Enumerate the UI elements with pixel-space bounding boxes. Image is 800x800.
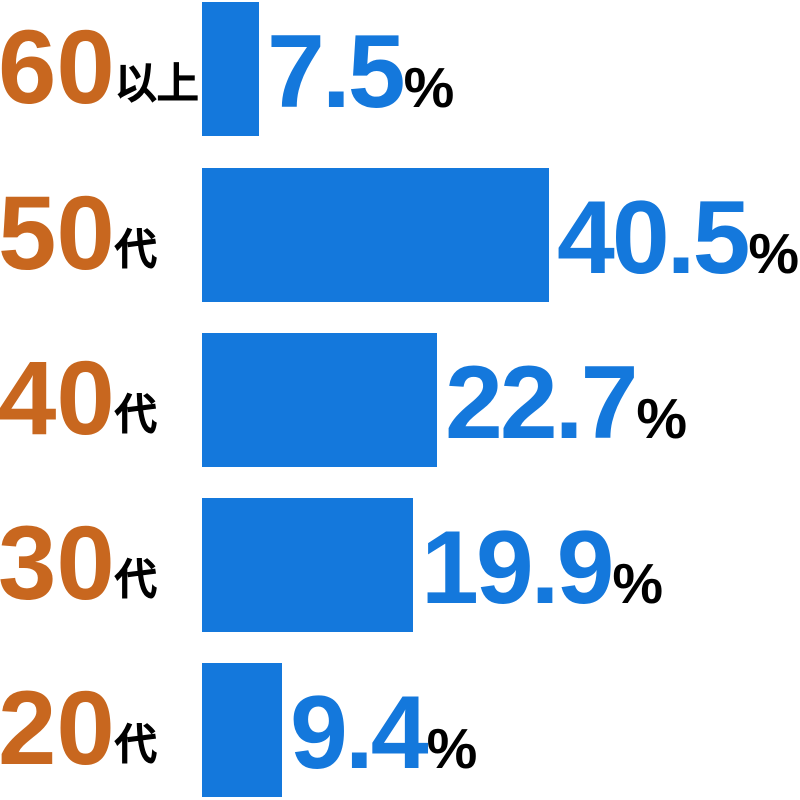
category-number: 30 — [0, 505, 115, 622]
category-suffix: 代 — [114, 721, 157, 768]
category-suffix: 以上 — [114, 60, 199, 107]
bar-40s — [202, 333, 437, 467]
category-suffix: 代 — [114, 391, 157, 438]
category-suffix: 代 — [114, 556, 157, 603]
chart-row-50s: 50代 40.5% — [0, 168, 800, 302]
category-label-30: 30代 — [0, 511, 157, 616]
percent-sign: % — [636, 387, 688, 451]
bar-30s — [202, 498, 413, 632]
value-label-60s: 7.5% — [267, 20, 454, 124]
value-number: 7.5 — [267, 14, 406, 130]
value-label-30s: 19.9% — [421, 516, 663, 620]
chart-row-60s: 60以上 7.5% — [0, 2, 800, 136]
bar-20s — [202, 663, 282, 797]
value-number: 9.4 — [290, 675, 429, 791]
category-number: 60 — [0, 9, 115, 126]
category-label-40: 40代 — [0, 346, 157, 451]
bar-60s — [202, 2, 259, 136]
value-number: 22.7 — [445, 345, 638, 461]
value-label-20s: 9.4% — [290, 681, 477, 785]
chart-row-40s: 40代 22.7% — [0, 333, 800, 467]
percent-sign: % — [612, 552, 664, 616]
category-number: 40 — [0, 340, 115, 457]
percent-sign: % — [748, 222, 800, 286]
category-label-60: 60以上 — [0, 15, 199, 120]
bar-50s — [202, 168, 549, 302]
value-number: 40.5 — [557, 180, 750, 296]
value-label-50s: 40.5% — [557, 186, 799, 290]
category-label-50: 50代 — [0, 181, 157, 286]
chart-row-20s: 20代 9.4% — [0, 663, 800, 797]
chart-row-30s: 30代 19.9% — [0, 498, 800, 632]
category-suffix: 代 — [114, 226, 157, 273]
value-number: 19.9 — [421, 510, 614, 626]
percent-sign: % — [403, 56, 455, 120]
category-label-20: 20代 — [0, 676, 157, 781]
category-number: 20 — [0, 670, 115, 787]
value-label-40s: 22.7% — [445, 351, 687, 455]
percent-sign: % — [426, 717, 478, 781]
category-number: 50 — [0, 175, 115, 292]
